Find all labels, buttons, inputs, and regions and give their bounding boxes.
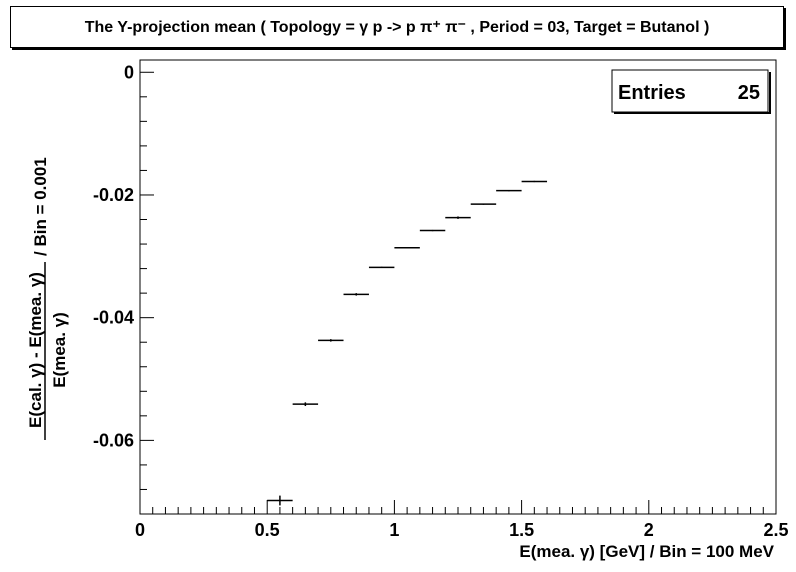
- chart-title: The Y-projection mean ( Topology = γ p -…: [10, 6, 784, 48]
- data-point: [267, 495, 293, 506]
- data-point: [292, 402, 319, 407]
- stats-box: Entries 25: [611, 69, 771, 114]
- x-tick-label: 1: [389, 520, 399, 540]
- x-tick-label: 2.5: [763, 520, 788, 540]
- y-tick-label: -0.04: [93, 308, 134, 328]
- data-point: [368, 266, 395, 269]
- data-point: [470, 203, 497, 205]
- data-point: [445, 216, 471, 219]
- x-axis-title: E(mea. γ) [GeV] / Bin = 100 MeV: [519, 542, 774, 561]
- axis-ticks: [139, 71, 777, 515]
- x-tick-label: 2: [644, 520, 654, 540]
- data-point: [343, 293, 369, 296]
- x-tick-label: 1.5: [509, 520, 534, 540]
- y-axis-title-denominator: E(mea. γ): [50, 312, 69, 388]
- data-point: [394, 246, 420, 249]
- data-point: [419, 229, 446, 232]
- y-axis-title: E(cal. γ) - E(mea. γ) E(mea. γ) / Bin = …: [26, 157, 69, 440]
- y-tick-label: -0.02: [93, 185, 134, 205]
- plot-frame: [139, 59, 777, 515]
- y-tick-label: 0: [124, 62, 134, 82]
- y-axis-title-suffix: / Bin = 0.001: [31, 157, 50, 256]
- x-tick-label: 0.5: [255, 520, 280, 540]
- y-tick-label: -0.06: [93, 430, 134, 450]
- stats-entries-label: Entries: [618, 82, 686, 104]
- x-tick-label: 0: [135, 520, 145, 540]
- data-point: [318, 339, 344, 342]
- y-axis-title-numerator: E(cal. γ) - E(mea. γ): [26, 272, 45, 428]
- data-points: [267, 180, 548, 506]
- axis-tick-labels: 0 0.5 1 1.5 2 2.5 0 -0.02 -0.04 -0.06: [93, 62, 789, 540]
- data-point: [496, 189, 522, 192]
- data-point: [521, 180, 548, 183]
- stats-entries-value: 25: [738, 82, 760, 104]
